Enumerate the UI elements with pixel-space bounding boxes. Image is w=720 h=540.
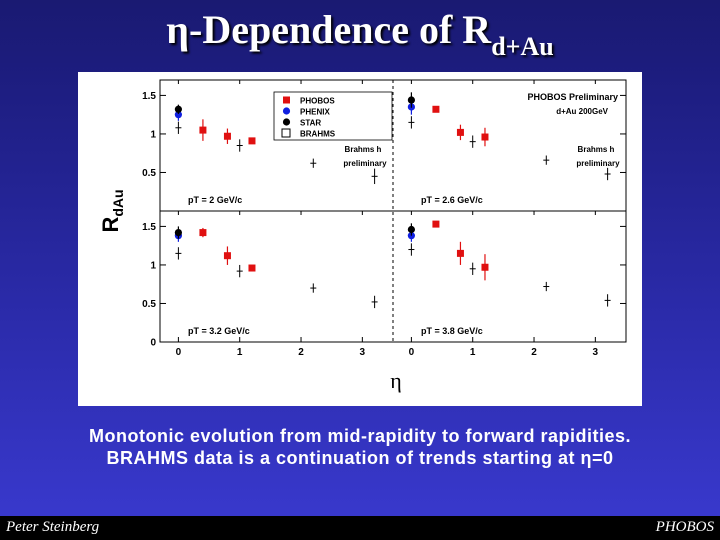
panel-label: pT = 2 GeV/c [188, 195, 242, 205]
y-tick-label: 1.5 [142, 91, 156, 102]
x-tick-label: 2 [298, 347, 304, 358]
y-tick-label: 0 [150, 338, 156, 349]
legend-label: BRAHMS [300, 130, 336, 139]
slide-title: η-Dependence of Rd+Au [0, 6, 720, 62]
footer-author: Peter Steinberg [6, 519, 100, 535]
chart-header: PHOBOS Preliminary [527, 92, 618, 102]
legend-marker-phobos [283, 96, 290, 104]
data-point-phobos [199, 229, 207, 237]
legend-label: STAR [300, 119, 321, 128]
data-point-star [174, 228, 182, 237]
data-point-phobos [432, 220, 440, 228]
y-axis-title-subscript: dAu [110, 189, 126, 216]
x-tick-label: 3 [360, 347, 366, 358]
footer-bar: Peter Steinberg PHOBOS [0, 516, 720, 540]
legend-marker-star [282, 118, 291, 126]
x-tick-label: 1 [237, 347, 243, 358]
plot-area: 0 1 2 3 0 1 2 3 0.5 1 1.5 0 0.5 1 1.5 RdAu η pT = 2 GeV/c… [78, 72, 642, 406]
y-axis-title: RdAu [98, 189, 126, 232]
legend-marker-phenix [282, 107, 291, 115]
caption: Monotonic evolution from mid-rapidity to… [10, 425, 710, 469]
y-tick-label: 1 [150, 260, 156, 271]
data-point-phobos [248, 264, 256, 272]
legend-box [273, 91, 393, 141]
caption-line-1: Monotonic evolution from mid-rapidity to… [88, 426, 631, 446]
data-point-phobos [481, 133, 489, 141]
title-subscript: d+Au [491, 32, 554, 61]
caption-line-2: BRAHMS data is a continuation of trends … [106, 448, 614, 468]
x-tick-label: 3 [593, 347, 599, 358]
y-tick-label: 0.5 [142, 299, 156, 310]
x-tick-label: 0 [176, 347, 182, 358]
data-point-phobos [432, 105, 440, 113]
legend-label: PHENIX [300, 108, 330, 117]
x-tick-label: 2 [531, 347, 537, 358]
rdau-chart: 0 1 2 3 0 1 2 3 0.5 1 1.5 0 0.5 1 1.5 RdAu η pT = 2 GeV/c… [98, 79, 627, 393]
y-tick-label: 1.5 [142, 222, 156, 233]
data-point-phobos [199, 126, 207, 134]
footer-experiment: PHOBOS [655, 519, 714, 535]
data-point-star [407, 96, 415, 104]
legend-label: PHOBOS [300, 97, 335, 106]
data-point-phobos [223, 132, 231, 140]
legend-marker-brahms [281, 128, 291, 138]
brahms-note-line2: preliminary [576, 159, 620, 168]
data-point-phobos [248, 137, 256, 145]
title-main: η-Dependence of R [166, 7, 492, 52]
brahms-note-line2: preliminary [343, 159, 387, 168]
brahms-note-line1: Brahms h [578, 145, 615, 154]
data-point-star [174, 105, 182, 113]
panel-label: pT = 3.2 GeV/c [188, 326, 250, 336]
x-tick-label: 0 [409, 347, 415, 358]
data-point-star [407, 225, 415, 234]
y-tick-label: 1 [150, 129, 156, 140]
data-point-phenix [174, 111, 182, 119]
panel-label: pT = 2.6 GeV/c [421, 195, 483, 205]
brahms-note-line1: Brahms h [345, 145, 382, 154]
x-axis-title: η [390, 368, 402, 393]
panel-label: pT = 3.8 GeV/c [421, 326, 483, 336]
x-tick-label: 1 [470, 347, 476, 358]
chart-header-sub: d+Au 200GeV [556, 107, 608, 116]
data-point-phobos [456, 128, 464, 136]
data-point-phobos [456, 249, 464, 257]
y-tick-label: 0.5 [142, 168, 156, 179]
data-point-phobos [223, 252, 231, 260]
data-point-phobos [481, 263, 489, 271]
